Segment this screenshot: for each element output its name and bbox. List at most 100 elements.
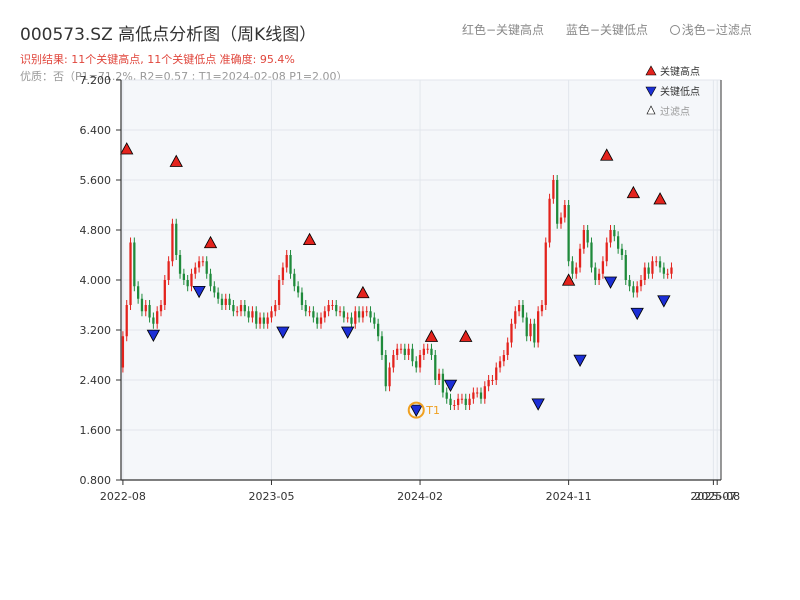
candle-body <box>377 323 380 337</box>
candle-body <box>338 311 342 313</box>
candle-body <box>197 261 201 268</box>
candle-body <box>453 405 456 406</box>
candle-body <box>220 298 224 305</box>
candle-body <box>498 361 502 368</box>
candle-body <box>236 311 239 313</box>
candle-body <box>483 386 486 399</box>
candle-body <box>163 280 166 305</box>
candle-body <box>670 267 673 274</box>
result-stats: 识别结果: 11个关键高点, 11个关键低点 准确度: 95.4% <box>20 53 295 66</box>
legend-filtered-label: 浅色−过滤点 <box>681 23 752 37</box>
candle-body <box>578 248 582 268</box>
plot-legend: 关键高点 关键低点 过滤点 <box>645 65 700 118</box>
key-high-marker <box>653 192 667 205</box>
candle-body <box>411 348 414 362</box>
legend-low-text: 蓝色−关键低点 <box>565 23 648 37</box>
candle-body <box>510 323 513 343</box>
candle-body <box>369 311 372 318</box>
candle-body <box>552 180 555 199</box>
candle-body <box>331 305 334 306</box>
candle-body <box>533 323 536 343</box>
candle-body <box>517 305 521 312</box>
grid-lines <box>121 79 721 481</box>
candle-body <box>521 305 525 318</box>
y-tick-label: 1.600 <box>80 424 112 437</box>
candle-body <box>597 273 601 280</box>
y-tick-label: 7.200 <box>80 74 112 87</box>
candles <box>121 175 673 410</box>
candle-body <box>258 317 262 324</box>
candle-body <box>586 230 589 243</box>
candle-body <box>590 242 593 268</box>
candle-body <box>277 280 281 305</box>
key-high-marker <box>356 285 370 299</box>
candle-body <box>300 292 304 305</box>
candle-body <box>125 305 128 337</box>
x-tick-label: 2023-05 <box>248 490 294 503</box>
candle-body <box>148 305 151 318</box>
candle-body <box>613 230 616 237</box>
key-low-marker <box>531 398 545 411</box>
candle-body <box>594 267 597 280</box>
candle-body <box>384 355 387 387</box>
candle-body <box>171 223 174 262</box>
candle-body <box>567 205 570 262</box>
candle-body <box>205 261 208 274</box>
candle-body <box>144 305 147 312</box>
x-tick-label: 2024-11 <box>546 490 592 503</box>
candle-body <box>468 398 471 405</box>
candle-body <box>628 280 631 287</box>
key-low-marker <box>443 379 458 392</box>
candle-body <box>175 223 178 255</box>
candle-body <box>495 367 498 380</box>
y-tick-label: 5.600 <box>80 174 112 187</box>
candle-body <box>239 305 243 312</box>
candle-body <box>350 317 353 324</box>
key-low-marker <box>276 326 290 339</box>
candle-body <box>156 311 159 324</box>
x-tick-label: 2025-08 <box>694 490 740 503</box>
candle-body <box>472 392 475 399</box>
candle-body <box>651 261 654 274</box>
candle-body <box>316 317 319 324</box>
candle-body <box>655 261 658 263</box>
candle-body <box>415 361 418 368</box>
y-tick-label: 0.800 <box>80 474 112 487</box>
candle-body <box>620 248 624 255</box>
candle-body <box>666 273 669 275</box>
legend-high-triangle-icon <box>645 65 657 76</box>
candle-body <box>388 367 391 387</box>
candle-body <box>323 311 326 318</box>
candle-body <box>647 267 650 274</box>
key-low-marker <box>409 404 423 417</box>
key-high-marker <box>169 154 183 167</box>
candle-body <box>529 323 532 337</box>
candle-body <box>434 355 437 380</box>
candle-body <box>262 317 265 324</box>
candle-body <box>449 398 452 405</box>
candle-body <box>380 336 384 355</box>
key-low-marker <box>603 276 618 289</box>
candle-body <box>357 311 361 318</box>
candle-body <box>213 286 216 293</box>
candle-body <box>559 217 563 224</box>
candle-body <box>601 261 605 274</box>
legend-high-label: 关键高点 <box>660 65 700 78</box>
markers: T1 <box>120 142 671 419</box>
candle-body <box>327 305 330 312</box>
candle-body <box>460 398 464 400</box>
candle-body <box>407 348 410 355</box>
candle-body <box>133 242 136 287</box>
candle-body <box>178 255 182 274</box>
candle-body <box>289 255 292 274</box>
key-low-marker <box>192 285 206 299</box>
candle-body <box>563 205 566 218</box>
y-tick-label: 6.400 <box>80 124 112 137</box>
t1-ring <box>407 401 425 419</box>
hollow-circle-icon <box>669 25 680 35</box>
key-high-marker <box>561 273 576 286</box>
candle-body <box>464 398 467 405</box>
candle-body <box>537 311 540 343</box>
candle-body <box>617 236 620 249</box>
candle-body <box>194 267 197 274</box>
